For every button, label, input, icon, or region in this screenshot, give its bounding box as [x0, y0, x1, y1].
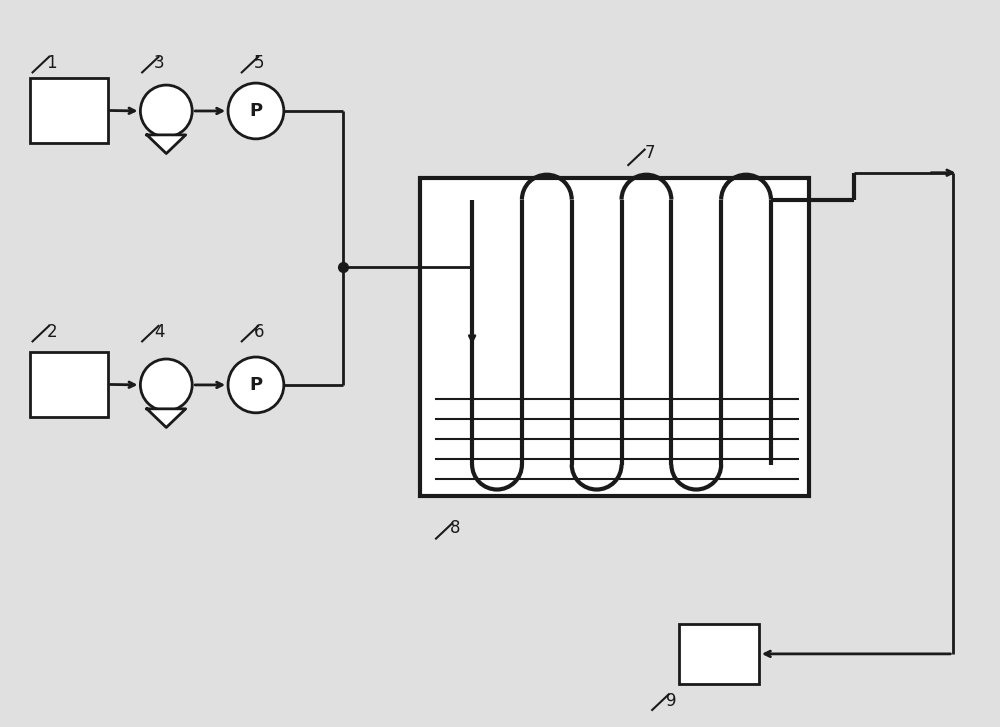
Bar	[679, 624, 759, 684]
Circle shape	[140, 359, 192, 411]
Text: 1: 1	[46, 54, 57, 72]
Text: P: P	[249, 376, 262, 394]
Circle shape	[228, 83, 284, 139]
Bar	[30, 78, 108, 142]
Bar	[420, 177, 809, 497]
Text: 9: 9	[666, 691, 677, 710]
Text: 3: 3	[154, 54, 165, 72]
Text: 6: 6	[254, 323, 264, 341]
Polygon shape	[147, 135, 186, 153]
Text: 2: 2	[46, 323, 57, 341]
Bar	[30, 352, 108, 417]
Text: 7: 7	[644, 144, 655, 162]
Text: P: P	[249, 102, 262, 120]
Text: 8: 8	[450, 519, 460, 537]
Text: 5: 5	[254, 54, 264, 72]
Circle shape	[140, 85, 192, 137]
Text: 4: 4	[154, 323, 165, 341]
Polygon shape	[147, 409, 186, 427]
Circle shape	[228, 357, 284, 413]
